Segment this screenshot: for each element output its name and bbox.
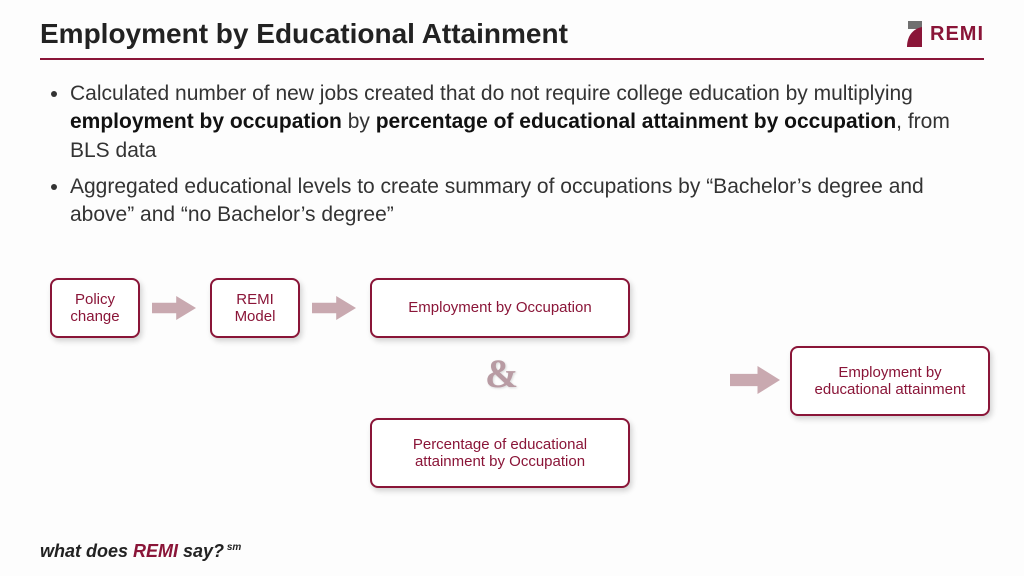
- bullet-1: Calculated number of new jobs created th…: [70, 80, 964, 165]
- flow-diagram: Policy change REMI Model Employment by Occ…: [0, 258, 1024, 518]
- logo-red-part: [907, 27, 922, 47]
- node-emp_edu: Employment by educational attainment: [790, 346, 990, 416]
- arrow-icon-2: [730, 366, 780, 394]
- bullet-2: Aggregated educational levels to create …: [70, 173, 964, 230]
- footer-post: say?: [178, 541, 224, 561]
- remi-logo-icon: [904, 19, 926, 49]
- node-remi: REMI Model: [210, 278, 300, 338]
- node-policy: Policy change: [50, 278, 140, 338]
- remi-logo: REMI: [904, 19, 984, 49]
- ampersand-icon: &: [485, 350, 518, 397]
- bullet-1-bold-2: percentage of educational attainment by …: [376, 110, 896, 133]
- node-emp_occ: Employment by Occupation: [370, 278, 630, 338]
- slide-title: Employment by Educational Attainment: [40, 18, 568, 50]
- footer-pre: what does: [40, 541, 133, 561]
- bullet-list: Calculated number of new jobs created th…: [0, 60, 1024, 248]
- footer-sm: sm: [224, 542, 241, 553]
- bullet-1-bold-1: employment by occupation: [70, 110, 342, 133]
- node-pct_occ: Percentage of educational attainment by …: [370, 418, 630, 488]
- arrow-icon-0: [152, 296, 196, 320]
- footer-tagline: what does REMI say? sm: [40, 541, 241, 562]
- arrow-icon-1: [312, 296, 356, 320]
- bullet-1-text-a: Calculated number of new jobs created th…: [70, 82, 913, 105]
- slide-header: Employment by Educational Attainment REM…: [0, 0, 1024, 58]
- remi-logo-text: REMI: [930, 23, 984, 46]
- bullet-1-text-b: by: [342, 110, 376, 133]
- footer-remi: REMI: [133, 541, 178, 561]
